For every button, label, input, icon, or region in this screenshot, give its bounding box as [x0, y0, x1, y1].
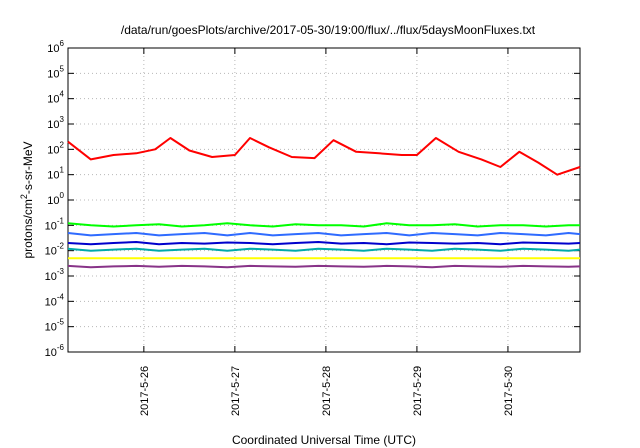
y-tick-exponent: -5 — [57, 318, 65, 327]
y-tick-exponent: -3 — [57, 267, 65, 276]
y-tick-exponent: -2 — [57, 242, 65, 251]
y-tick-base: 10 — [45, 296, 57, 308]
y-tick-exponent: 5 — [60, 64, 65, 73]
series-line-3 — [67, 232, 581, 237]
y-tick-exponent: -4 — [57, 292, 65, 301]
x-tick-label: 2017-5-28 — [321, 366, 333, 416]
y-tick-base: 10 — [45, 322, 57, 334]
y-tick-exponent: 4 — [60, 90, 65, 99]
series-line-4 — [67, 241, 581, 246]
y-tick-exponent: -6 — [57, 343, 65, 352]
chart-title: /data/run/goesPlots/archive/2017-05-30/1… — [121, 23, 536, 37]
x-tick-label: 2017-5-26 — [139, 366, 151, 416]
y-tick-base: 10 — [45, 347, 57, 359]
y-axis: 10-610-510-410-310-210-11001011021031041… — [45, 39, 580, 359]
y-tick-label: 104 — [47, 90, 64, 106]
y-tick-label: 10-4 — [45, 292, 65, 308]
y-tick-label: 106 — [47, 39, 64, 55]
y-axis-label-suffix: -s-sr-MeV — [21, 141, 35, 194]
series-group — [67, 137, 581, 269]
y-tick-exponent: 0 — [60, 191, 65, 200]
y-tick-exponent: 6 — [60, 39, 65, 48]
y-axis-label: protons/cm2-s-sr-MeV — [19, 141, 35, 258]
y-tick-label: 10-1 — [45, 216, 65, 232]
y-tick-base: 10 — [45, 220, 57, 232]
y-axis-label-prefix: protons/cm — [21, 199, 35, 258]
y-tick-exponent: 1 — [60, 166, 65, 175]
x-tick-label: 2017-5-30 — [503, 366, 515, 416]
y-tick-base: 10 — [47, 68, 59, 80]
x-tick-label: 2017-5-29 — [412, 366, 424, 416]
y-tick-base: 10 — [47, 144, 59, 156]
y-tick-base: 10 — [45, 271, 57, 283]
series-line-5 — [67, 247, 581, 252]
y-tick-label: 105 — [47, 64, 64, 80]
series-line-1 — [67, 137, 581, 176]
x-axis: 2017-5-26 2017-5-27 2017-5-28 2017-5-29 2017… — [139, 48, 515, 416]
y-tick-label: 10-2 — [45, 242, 65, 258]
y-axis-label-superscript: 2 — [19, 194, 29, 199]
y-tick-base: 10 — [47, 170, 59, 182]
y-tick-label: 100 — [47, 191, 64, 207]
y-tick-base: 10 — [47, 43, 59, 55]
y-tick-label: 10-3 — [45, 267, 65, 283]
y-tick-base: 10 — [47, 195, 59, 207]
y-tick-label: 10-6 — [45, 343, 65, 359]
y-tick-base: 10 — [47, 119, 59, 131]
x-axis-label: Coordinated Universal Time (UTC) — [232, 433, 416, 447]
y-tick-exponent: 2 — [60, 140, 65, 149]
series-line-7 — [67, 264, 581, 269]
y-tick-exponent: -1 — [57, 216, 65, 225]
y-tick-base: 10 — [47, 94, 59, 106]
y-tick-label: 102 — [47, 140, 64, 156]
y-tick-label: 10-5 — [45, 318, 65, 334]
y-tick-label: 101 — [47, 166, 64, 182]
y-tick-base: 10 — [45, 246, 57, 258]
y-tick-label: 103 — [47, 115, 64, 131]
x-tick-label: 2017-5-27 — [230, 366, 242, 416]
series-line-2 — [67, 222, 580, 228]
y-tick-exponent: 3 — [60, 115, 65, 124]
